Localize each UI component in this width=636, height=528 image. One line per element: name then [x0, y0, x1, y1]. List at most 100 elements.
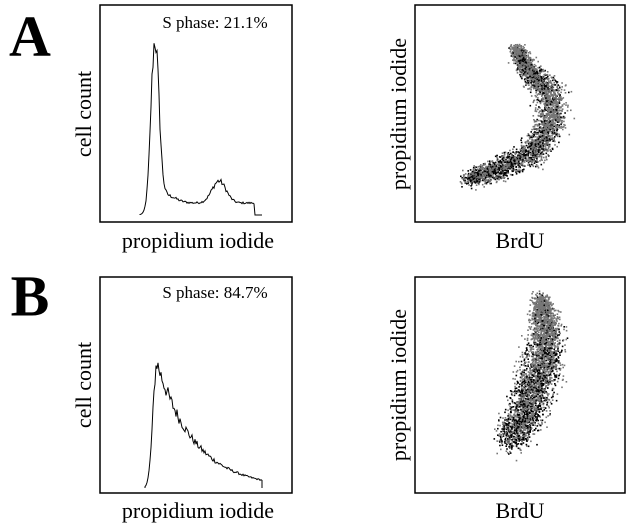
- dot: [533, 143, 535, 146]
- dot: [513, 156, 516, 158]
- dot: [550, 82, 553, 84]
- dot: [549, 139, 551, 141]
- dot: [523, 46, 525, 49]
- dot: [495, 169, 498, 171]
- y-axis-label: propidium iodide: [386, 38, 411, 190]
- dot: [551, 116, 554, 119]
- dot: [463, 174, 466, 176]
- dot: [483, 186, 485, 188]
- dot: [549, 117, 552, 119]
- panel-label: B: [11, 263, 50, 328]
- dot: [510, 160, 512, 162]
- dot: [554, 374, 556, 377]
- dot: [546, 82, 548, 85]
- dot: [484, 171, 486, 174]
- dot: [534, 75, 537, 77]
- dot: [551, 83, 554, 86]
- dot: [518, 43, 521, 46]
- dot: [556, 89, 559, 92]
- dot: [535, 81, 538, 83]
- dot: [501, 177, 503, 179]
- dot: [534, 85, 536, 87]
- dot: [493, 168, 496, 171]
- dot: [515, 157, 517, 160]
- dot: [536, 157, 538, 160]
- dot: [541, 121, 543, 123]
- dot: [526, 405, 528, 408]
- dot: [531, 76, 533, 79]
- dot: [510, 410, 512, 413]
- dot: [546, 133, 548, 135]
- dot: [523, 50, 525, 52]
- dot: [526, 140, 528, 143]
- dot: [550, 374, 552, 377]
- dot: [507, 172, 510, 174]
- dot: [528, 134, 530, 137]
- dot: [512, 445, 515, 447]
- dot: [514, 402, 517, 405]
- dot: [557, 84, 559, 86]
- dot: [551, 118, 554, 121]
- dot: [533, 157, 536, 159]
- dot: [498, 420, 500, 422]
- dot: [530, 156, 532, 159]
- dot: [538, 334, 540, 336]
- dot: [550, 106, 553, 109]
- dot: [522, 369, 524, 372]
- dot: [565, 329, 568, 332]
- dot: [547, 341, 549, 344]
- dot: [541, 99, 544, 101]
- dot: [525, 405, 527, 407]
- dot: [547, 102, 549, 105]
- dot: [491, 170, 494, 173]
- dot: [537, 147, 540, 150]
- dot: [539, 71, 542, 74]
- dot: [523, 59, 526, 62]
- dot: [553, 128, 556, 130]
- dot: [507, 430, 510, 432]
- dot: [521, 63, 524, 66]
- dot: [539, 131, 542, 134]
- dot: [519, 435, 522, 438]
- dot: [547, 142, 549, 145]
- dot: [551, 114, 554, 116]
- dot: [489, 162, 491, 164]
- dot: [511, 48, 514, 50]
- dot: [539, 88, 542, 90]
- dot: [557, 325, 560, 327]
- dot: [514, 62, 517, 65]
- dot: [477, 166, 480, 168]
- dot: [538, 83, 541, 86]
- dot: [560, 351, 563, 353]
- dot: [529, 75, 531, 78]
- dot: [490, 182, 492, 185]
- dot: [531, 133, 534, 135]
- dot: [546, 120, 549, 122]
- dot: [534, 151, 536, 153]
- dot: [474, 166, 477, 168]
- dot: [540, 143, 543, 146]
- dot: [564, 84, 567, 87]
- dot: [557, 101, 560, 104]
- dot: [547, 75, 549, 78]
- dot: [500, 173, 503, 175]
- dot: [488, 160, 491, 162]
- dot: [511, 166, 514, 169]
- dot: [511, 169, 513, 172]
- dot: [523, 151, 526, 153]
- dot: [478, 178, 480, 181]
- dot: [554, 345, 557, 347]
- dot: [494, 173, 497, 176]
- dot: [531, 416, 533, 418]
- dot: [467, 179, 470, 181]
- dot: [554, 136, 556, 138]
- dot: [544, 407, 547, 409]
- dot: [523, 68, 525, 70]
- dot: [519, 366, 521, 369]
- dot: [555, 132, 557, 134]
- dot: [516, 434, 518, 437]
- dot: [546, 366, 549, 369]
- dot: [544, 105, 547, 108]
- dot: [543, 96, 546, 98]
- dot: [531, 135, 534, 137]
